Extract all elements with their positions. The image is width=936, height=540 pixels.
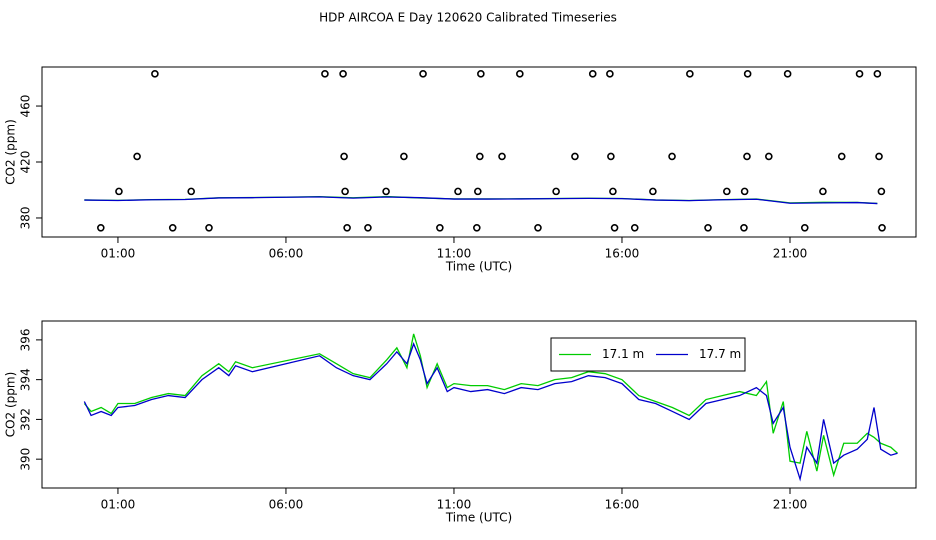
x-tick-label: 01:00 bbox=[101, 247, 136, 261]
legend-frame bbox=[550, 337, 746, 372]
data-point bbox=[723, 187, 731, 196]
data-point bbox=[837, 152, 846, 161]
data-point bbox=[498, 152, 506, 161]
data-point bbox=[534, 223, 542, 232]
y-tick-label: 460 bbox=[19, 95, 33, 118]
data-point bbox=[454, 187, 462, 196]
data-point bbox=[382, 187, 390, 196]
x-tick-label: 06:00 bbox=[269, 247, 304, 261]
series-line bbox=[83, 333, 898, 478]
data-point bbox=[321, 70, 329, 78]
legend-label: 17.7 m bbox=[699, 347, 741, 361]
data-point bbox=[704, 223, 712, 232]
data-point bbox=[340, 152, 348, 161]
data-point bbox=[740, 223, 748, 232]
data-point bbox=[168, 223, 177, 232]
plot-frame bbox=[41, 66, 917, 238]
x-tick-label: 11:00 bbox=[437, 498, 472, 512]
data-point bbox=[686, 70, 694, 78]
data-point bbox=[875, 152, 883, 161]
data-point bbox=[436, 223, 444, 232]
x-axis-label: Time (UTC) bbox=[445, 260, 512, 274]
x-tick-label: 16:00 bbox=[605, 498, 640, 512]
data-point bbox=[800, 223, 809, 232]
data-point bbox=[607, 152, 615, 161]
y-tick-label: 392 bbox=[19, 408, 33, 431]
data-point bbox=[187, 187, 195, 196]
data-point bbox=[477, 70, 485, 78]
y-axis-label: CO2 (ppm) bbox=[4, 119, 18, 185]
data-point bbox=[743, 152, 751, 161]
data-point bbox=[606, 70, 614, 78]
y-tick-label: 380 bbox=[19, 207, 33, 230]
data-point bbox=[630, 223, 639, 232]
y-axis-label: CO2 (ppm) bbox=[4, 372, 18, 438]
chart-title: HDP AIRCOA E Day 120620 Calibrated Times… bbox=[319, 11, 617, 25]
x-tick-label: 11:00 bbox=[437, 247, 472, 261]
data-point bbox=[516, 70, 524, 78]
data-point bbox=[205, 223, 213, 232]
data-point bbox=[133, 152, 141, 161]
data-point bbox=[609, 187, 617, 196]
x-tick-label: 21:00 bbox=[773, 498, 808, 512]
data-point bbox=[474, 187, 482, 196]
data-point bbox=[339, 70, 347, 78]
series-line bbox=[84, 196, 878, 205]
x-tick-label: 21:00 bbox=[773, 247, 808, 261]
data-point bbox=[588, 70, 597, 78]
y-tick-label: 420 bbox=[19, 151, 33, 174]
data-point bbox=[819, 187, 827, 196]
y-tick-label: 390 bbox=[19, 448, 33, 471]
data-point bbox=[765, 152, 773, 161]
data-point bbox=[743, 70, 752, 78]
data-point bbox=[341, 187, 349, 196]
data-point bbox=[740, 187, 749, 196]
x-tick-label: 06:00 bbox=[269, 498, 304, 512]
data-point bbox=[571, 152, 579, 161]
data-point bbox=[878, 223, 886, 232]
series-line bbox=[83, 342, 898, 482]
data-point bbox=[552, 187, 560, 196]
data-point bbox=[476, 152, 484, 161]
data-point bbox=[877, 187, 886, 196]
data-point bbox=[364, 223, 372, 232]
data-point bbox=[855, 70, 864, 78]
data-point bbox=[115, 187, 123, 196]
plot-frame bbox=[41, 320, 917, 489]
data-point bbox=[151, 70, 159, 78]
x-tick-label: 01:00 bbox=[101, 498, 136, 512]
data-point bbox=[473, 223, 481, 232]
data-point bbox=[419, 70, 427, 78]
x-tick-label: 16:00 bbox=[605, 247, 640, 261]
x-axis-label: Time (UTC) bbox=[445, 511, 512, 525]
legend-label: 17.1 m bbox=[602, 347, 644, 361]
y-tick-label: 394 bbox=[19, 368, 33, 391]
data-point bbox=[783, 70, 792, 78]
data-point bbox=[668, 152, 676, 161]
data-point bbox=[610, 223, 619, 232]
data-point bbox=[343, 223, 351, 232]
data-point bbox=[649, 187, 657, 196]
data-point bbox=[97, 223, 105, 232]
data-point bbox=[873, 70, 882, 78]
data-point bbox=[400, 152, 408, 161]
y-tick-label: 396 bbox=[19, 328, 33, 351]
